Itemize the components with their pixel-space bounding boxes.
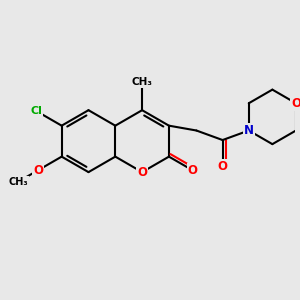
Text: O: O [188, 164, 197, 177]
Text: CH₃: CH₃ [8, 177, 28, 187]
Text: N: N [244, 124, 254, 137]
Text: O: O [137, 166, 147, 178]
Text: Cl: Cl [30, 106, 42, 116]
Text: O: O [33, 164, 43, 177]
Text: O: O [218, 160, 228, 173]
Text: CH₃: CH₃ [132, 77, 153, 87]
Text: O: O [291, 97, 300, 110]
